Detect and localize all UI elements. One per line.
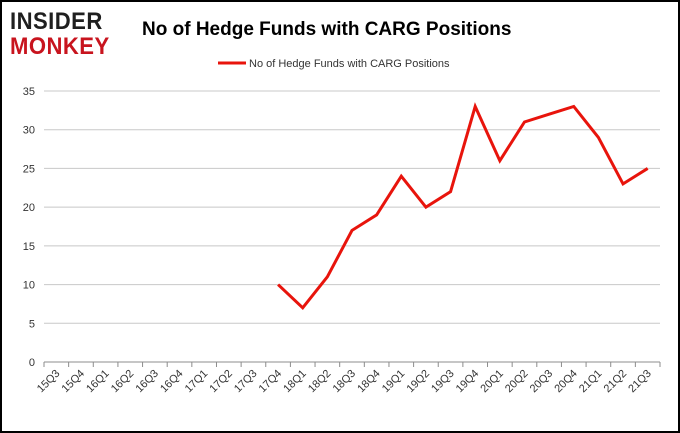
insider-monkey-logo: INSIDER MONKEY xyxy=(10,8,130,60)
x-tick-label: 19Q4 xyxy=(454,368,482,396)
series-layer xyxy=(277,102,649,311)
x-tick-label: 21Q2 xyxy=(602,368,630,396)
x-tick-label: 20Q2 xyxy=(503,368,531,396)
y-tick-label: 25 xyxy=(23,163,35,175)
logo-line-insider: INSIDER xyxy=(10,8,103,35)
x-tick-label: 18Q1 xyxy=(281,368,309,396)
x-tick-label: 20Q3 xyxy=(528,368,556,396)
logo-line-monkey: MONKEY xyxy=(10,33,110,60)
x-tick-label: 21Q1 xyxy=(577,368,605,396)
x-tick-label: 16Q3 xyxy=(133,368,161,396)
x-tick-label: 18Q3 xyxy=(331,368,359,396)
x-tick-label: 21Q3 xyxy=(626,368,654,396)
legend: No of Hedge Funds with CARG Positions xyxy=(218,58,450,70)
y-tick-label: 20 xyxy=(23,202,35,214)
gridlines xyxy=(44,90,660,324)
y-tick-label: 30 xyxy=(23,125,35,137)
y-tick-label: 0 xyxy=(29,357,35,369)
x-tick-label: 17Q2 xyxy=(207,368,235,396)
x-tick-label: 19Q1 xyxy=(380,368,408,396)
chart-title: No of Hedge Funds with CARG Positions xyxy=(142,19,512,40)
x-tick-label: 18Q4 xyxy=(355,368,383,396)
x-tick-label: 17Q4 xyxy=(257,368,285,396)
series-line xyxy=(277,102,649,311)
x-tick-label: 16Q2 xyxy=(109,368,137,396)
y-tick-label: 35 xyxy=(23,86,35,98)
axes: 0510152025303515Q315Q416Q116Q216Q316Q417… xyxy=(23,86,661,396)
y-tick-label: 10 xyxy=(23,280,35,292)
x-tick-label: 15Q4 xyxy=(60,368,88,396)
x-tick-label: 17Q1 xyxy=(183,368,211,396)
x-tick-label: 16Q1 xyxy=(84,368,112,396)
y-tick-label: 5 xyxy=(29,318,35,330)
x-tick-label: 17Q3 xyxy=(232,368,260,396)
x-tick-label: 19Q2 xyxy=(405,368,433,396)
x-tick-label: 16Q4 xyxy=(158,368,186,396)
x-tick-label: 20Q1 xyxy=(478,368,506,396)
x-tick-label: 18Q2 xyxy=(306,368,334,396)
y-tick-label: 15 xyxy=(23,241,35,253)
x-tick-label: 20Q4 xyxy=(552,368,580,396)
x-tick-label: 15Q3 xyxy=(35,368,63,396)
legend-label: No of Hedge Funds with CARG Positions xyxy=(249,58,450,70)
x-tick-label: 19Q3 xyxy=(429,368,457,396)
